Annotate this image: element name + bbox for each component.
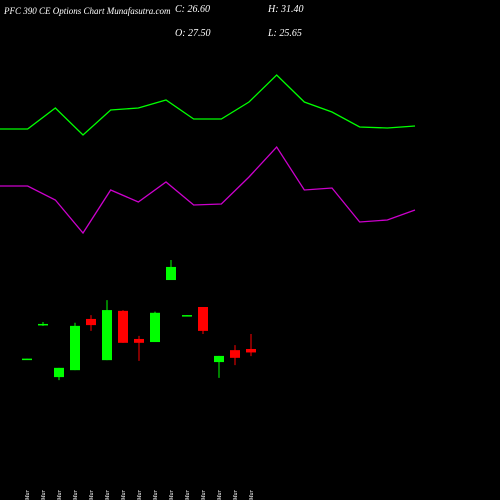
ohlc-close: C: 26.60: [175, 4, 210, 15]
x-tick-label: 27 Mar: [249, 489, 255, 500]
candle-body: [118, 310, 128, 343]
candle-body: [230, 350, 240, 358]
candle-body: [70, 325, 80, 371]
x-tick-label: 04 Mar: [24, 489, 31, 500]
x-tick-label: 23 Mar: [217, 489, 223, 500]
candle-body: [22, 358, 32, 361]
x-tick-label: 18 Mar: [169, 489, 175, 500]
candle-body: [86, 318, 96, 326]
candle-body: [38, 323, 48, 326]
candle-body: [182, 315, 192, 317]
ohlc-open: O: 27.50: [175, 28, 211, 39]
x-tick-label: 11 Mar: [89, 489, 95, 500]
candle-body: [134, 338, 144, 343]
x-tick-label: 19 Mar: [185, 489, 191, 500]
candle-body: [246, 348, 256, 353]
candle-body: [214, 355, 224, 363]
x-tick-label: 16 Mar: [137, 489, 143, 500]
indicator-line: [0, 145, 416, 235]
indicator-line: [0, 74, 416, 136]
x-tick-label: 17 Mar: [153, 489, 159, 500]
candle-body: [198, 307, 208, 331]
x-tick-label: 13 Mar: [121, 489, 127, 500]
candle-body: [102, 310, 112, 361]
ohlc-low: L: 25.65: [267, 28, 302, 39]
ohlc-high: H: 31.40: [267, 4, 304, 15]
x-tick-label: 12 Mar: [105, 489, 111, 500]
x-tick-label: 20 Mar: [201, 489, 207, 500]
x-tick-label: 10 Mar: [73, 489, 79, 500]
x-tick-label: 06 Mar: [57, 489, 63, 500]
candle-body: [166, 266, 176, 281]
x-tick-label: 05 Mar: [41, 489, 47, 500]
chart-title: PFC 390 CE Options Chart Munafasutra.com: [3, 6, 171, 16]
candle-body: [150, 312, 160, 343]
x-tick-label: 24 Mar: [232, 489, 239, 500]
candle-body: [54, 367, 64, 378]
